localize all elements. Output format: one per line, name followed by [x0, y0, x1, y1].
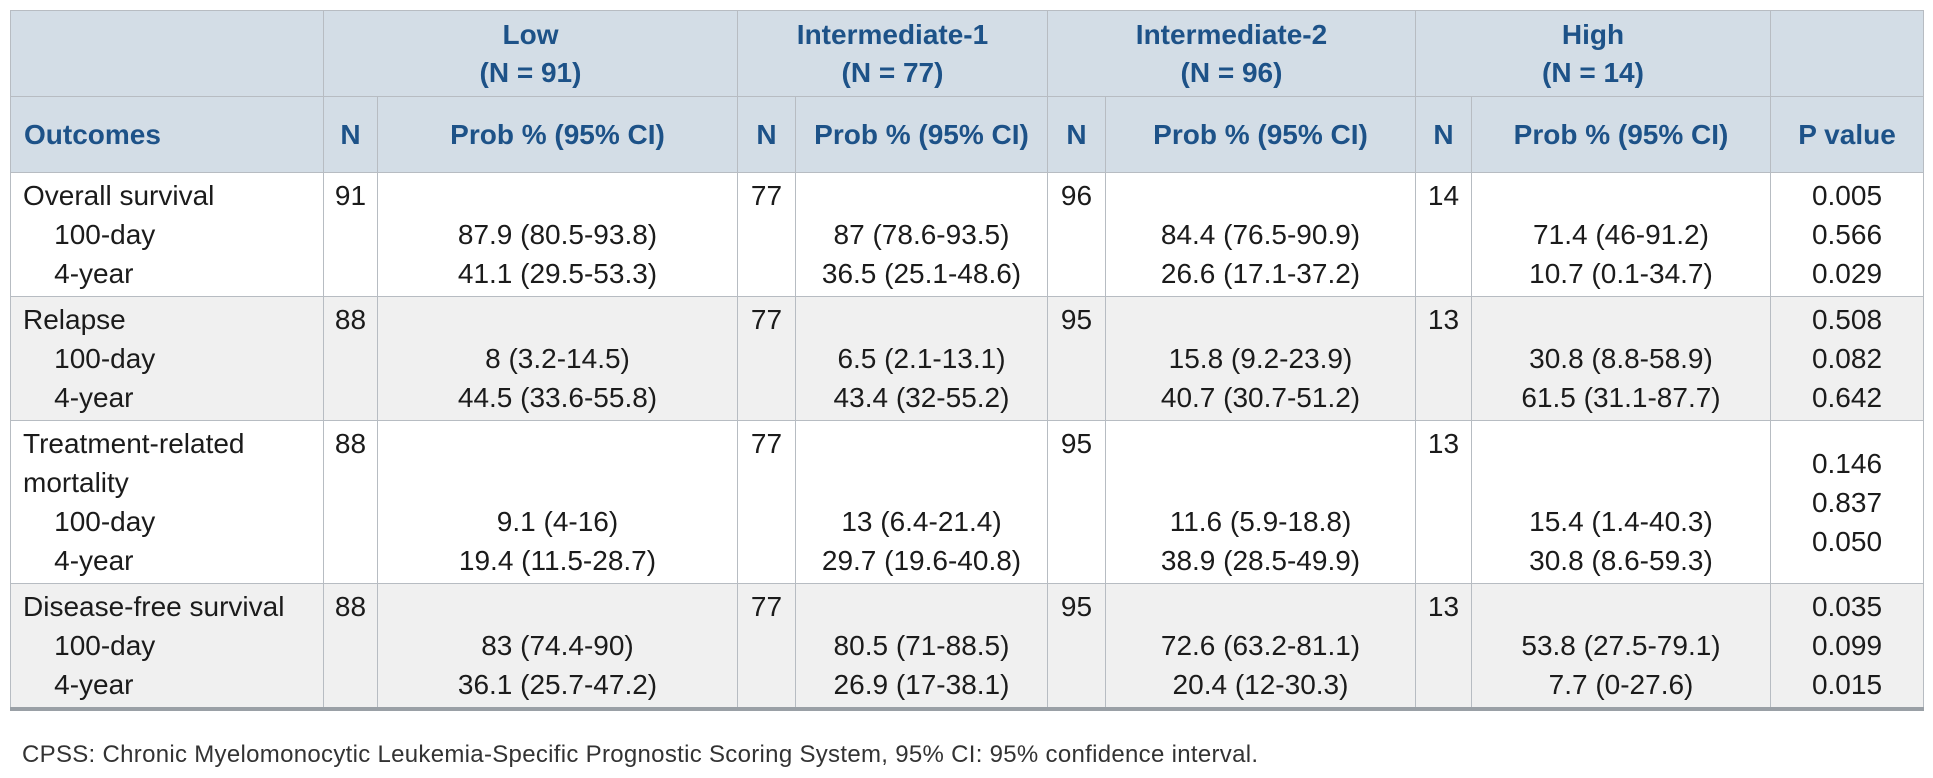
p-values: 0.146 0.837 0.050	[1770, 420, 1924, 584]
outcome-label: Disease-free survival 100-day 4-year	[10, 583, 324, 710]
cpss-outcomes-table: Low (N = 91) Intermediate-1 (N = 77) Int…	[10, 10, 1924, 711]
prob-value-low: 9.1 (4-16) 19.4 (11.5-28.7)	[377, 420, 738, 584]
prob-value-int2: 72.6 (63.2-81.1) 20.4 (12-30.3)	[1105, 583, 1416, 710]
prob-value-int1: 87 (78.6-93.5) 36.5 (25.1-48.6)	[795, 172, 1048, 297]
col-header-n-int1: N	[737, 96, 796, 173]
prob-value-low: 83 (74.4-90) 36.1 (25.7-47.2)	[377, 583, 738, 710]
n-value-int1: 77	[737, 296, 796, 421]
table-row-relapse: Relapse 100-day 4-year 88 8 (3.2-14.5) 4…	[10, 296, 1924, 421]
n-value-high: 14	[1415, 172, 1472, 297]
n-value-high: 13	[1415, 296, 1472, 421]
col-header-prob-int2: Prob % (95% CI)	[1105, 96, 1416, 173]
group-header-high: High (N = 14)	[1415, 10, 1771, 97]
n-value-int2: 96	[1047, 172, 1106, 297]
n-value-int2: 95	[1047, 420, 1106, 584]
n-value-low: 88	[323, 296, 378, 421]
prob-value-low: 8 (3.2-14.5) 44.5 (33.6-55.8)	[377, 296, 738, 421]
prob-value-int2: 84.4 (76.5-90.9) 26.6 (17.1-37.2)	[1105, 172, 1416, 297]
risk-group-header-row: Low (N = 91) Intermediate-1 (N = 77) Int…	[10, 10, 1924, 97]
prob-value-int2: 15.8 (9.2-23.9) 40.7 (30.7-51.2)	[1105, 296, 1416, 421]
pvalue-blank-cell	[1770, 10, 1924, 97]
n-value-high: 13	[1415, 420, 1472, 584]
table-row-treatment-related-mortality: Treatment-related mortality 100-day 4-ye…	[10, 420, 1924, 584]
prob-value-high: 30.8 (8.8-58.9) 61.5 (31.1-87.7)	[1471, 296, 1771, 421]
outcome-label: Overall survival 100-day 4-year	[10, 172, 324, 297]
corner-blank-cell	[10, 10, 324, 97]
group-header-intermediate-2: Intermediate-2 (N = 96)	[1047, 10, 1416, 97]
col-header-n-int2: N	[1047, 96, 1106, 173]
n-value-high: 13	[1415, 583, 1472, 710]
prob-value-low: 87.9 (80.5-93.8) 41.1 (29.5-53.3)	[377, 172, 738, 297]
prob-value-int2: 11.6 (5.9-18.8) 38.9 (28.5-49.9)	[1105, 420, 1416, 584]
col-header-prob-int1: Prob % (95% CI)	[795, 96, 1048, 173]
col-header-n-low: N	[323, 96, 378, 173]
col-header-prob-high: Prob % (95% CI)	[1471, 96, 1771, 173]
p-values: 0.005 0.566 0.029	[1770, 172, 1924, 297]
prob-value-int1: 6.5 (2.1-13.1) 43.4 (32-55.2)	[795, 296, 1048, 421]
table-row-disease-free-survival: Disease-free survival 100-day 4-year 88 …	[10, 583, 1924, 710]
column-header-row: Outcomes N Prob % (95% CI) N Prob % (95%…	[10, 96, 1924, 173]
prob-value-high: 15.4 (1.4-40.3) 30.8 (8.6-59.3)	[1471, 420, 1771, 584]
n-value-int2: 95	[1047, 296, 1106, 421]
n-value-low: 88	[323, 420, 378, 584]
prob-value-high: 53.8 (27.5-79.1) 7.7 (0-27.6)	[1471, 583, 1771, 710]
n-value-int1: 77	[737, 583, 796, 710]
col-header-n-high: N	[1415, 96, 1472, 173]
n-value-int2: 95	[1047, 583, 1106, 710]
n-value-int1: 77	[737, 172, 796, 297]
prob-value-high: 71.4 (46-91.2) 10.7 (0.1-34.7)	[1471, 172, 1771, 297]
p-values: 0.508 0.082 0.642	[1770, 296, 1924, 421]
col-header-prob-low: Prob % (95% CI)	[377, 96, 738, 173]
p-values: 0.035 0.099 0.015	[1770, 583, 1924, 710]
footnote: CPSS: Chronic Myelomonocytic Leukemia-Sp…	[22, 741, 1259, 768]
col-header-pvalue: P value	[1770, 96, 1924, 173]
table-row-overall-survival: Overall survival 100-day 4-year 91 87.9 …	[10, 172, 1924, 297]
n-value-low: 91	[323, 172, 378, 297]
prob-value-int1: 80.5 (71-88.5) 26.9 (17-38.1)	[795, 583, 1048, 710]
n-value-low: 88	[323, 583, 378, 710]
outcome-label: Relapse 100-day 4-year	[10, 296, 324, 421]
prob-value-int1: 13 (6.4-21.4) 29.7 (19.6-40.8)	[795, 420, 1048, 584]
group-header-intermediate-1: Intermediate-1 (N = 77)	[737, 10, 1048, 97]
outcome-label: Treatment-related mortality 100-day 4-ye…	[10, 420, 324, 584]
group-header-low: Low (N = 91)	[323, 10, 738, 97]
n-value-int1: 77	[737, 420, 796, 584]
col-header-outcomes: Outcomes	[10, 96, 324, 173]
